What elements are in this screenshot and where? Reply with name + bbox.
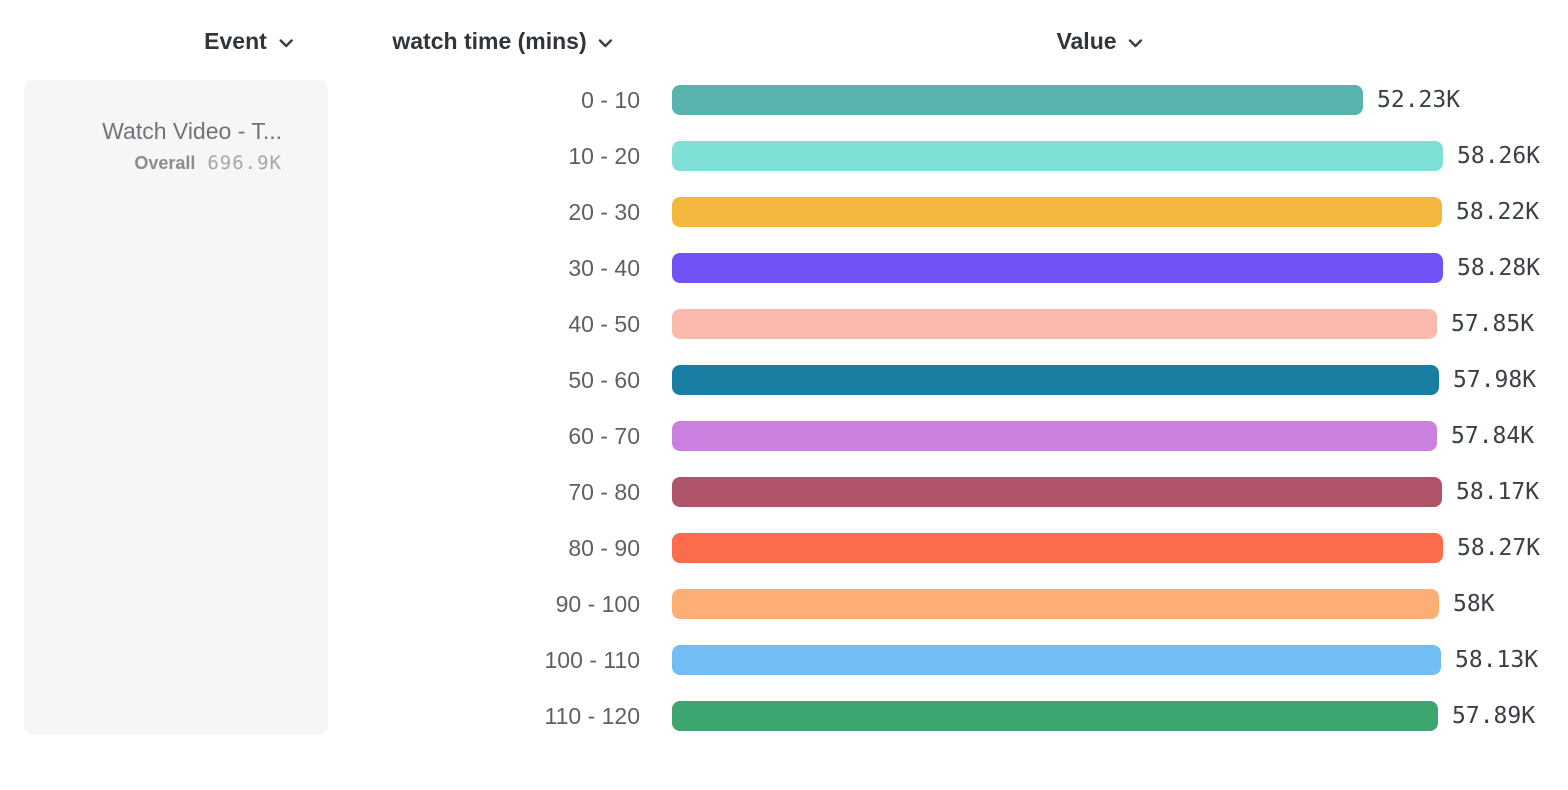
bar[interactable] (672, 645, 1441, 675)
bar-row: 10 - 20 58.26K (0, 128, 1568, 184)
column-header-watch-time-label: watch time (mins) (392, 28, 587, 54)
column-header-value-label: Value (1056, 28, 1117, 54)
bar[interactable] (672, 197, 1442, 227)
bar[interactable] (672, 141, 1443, 171)
column-header-watch-time[interactable]: watch time (mins) (392, 28, 613, 55)
value-label: 57.89K (1452, 703, 1536, 729)
column-header-value[interactable]: Value (1056, 28, 1143, 55)
chevron-down-icon (598, 38, 613, 47)
value-label: 58.26K (1457, 143, 1541, 169)
value-label: 57.84K (1451, 423, 1535, 449)
bar-row: 30 - 40 58.28K (0, 240, 1568, 296)
bar[interactable] (672, 309, 1437, 339)
bar-row: 90 - 100 58K (0, 576, 1568, 632)
bar[interactable] (672, 421, 1437, 451)
bar-chart-rows: 0 - 10 52.23K 10 - 20 58.26K 20 - 30 58.… (0, 72, 1568, 744)
bar[interactable] (672, 253, 1443, 283)
column-header-event-label: Event (204, 28, 267, 54)
bar-chart: 0 - 10 52.23K 10 - 20 58.26K 20 - 30 58.… (0, 72, 1568, 744)
category-label: 20 - 30 (568, 198, 640, 225)
category-label: 40 - 50 (568, 310, 640, 337)
value-label: 58.27K (1457, 535, 1541, 561)
category-label: 90 - 100 (555, 590, 640, 617)
category-label: 110 - 120 (544, 702, 640, 729)
bar[interactable] (672, 589, 1439, 619)
bar-row: 0 - 10 52.23K (0, 72, 1568, 128)
value-label: 58.17K (1456, 479, 1540, 505)
bar-row: 100 - 110 58.13K (0, 632, 1568, 688)
value-label: 57.98K (1453, 367, 1537, 393)
bar[interactable] (672, 533, 1443, 563)
bar-row: 60 - 70 57.84K (0, 408, 1568, 464)
bar-row: 20 - 30 58.22K (0, 184, 1568, 240)
event-overall-row: Overall 696.9K (44, 152, 282, 174)
bar-row: 50 - 60 57.98K (0, 352, 1568, 408)
overall-value: 696.9K (207, 152, 282, 174)
category-label: 80 - 90 (568, 534, 640, 561)
category-label: 10 - 20 (568, 142, 640, 169)
category-label: 70 - 80 (568, 478, 640, 505)
bar[interactable] (672, 365, 1439, 395)
event-title: Watch Video - T... (102, 118, 282, 144)
bar-row: 80 - 90 58.27K (0, 520, 1568, 576)
chevron-down-icon (279, 38, 293, 47)
chevron-down-icon (1128, 38, 1143, 47)
bar-row: 70 - 80 58.17K (0, 464, 1568, 520)
bar-row: 40 - 50 57.85K (0, 296, 1568, 352)
bar-row: 110 - 120 57.89K (0, 688, 1568, 744)
bar[interactable] (672, 701, 1438, 731)
bar[interactable] (672, 477, 1442, 507)
value-label: 52.23K (1377, 87, 1461, 113)
bar[interactable] (672, 85, 1363, 115)
event-legend-card[interactable]: Watch Video - T... Overall 696.9K (24, 80, 328, 735)
category-label: 30 - 40 (568, 254, 640, 281)
column-header-event[interactable]: Event (204, 28, 294, 55)
value-label: 58.28K (1457, 255, 1541, 281)
category-label: 50 - 60 (568, 366, 640, 393)
category-label: 100 - 110 (544, 646, 640, 673)
overall-label: Overall (134, 153, 196, 173)
category-label: 60 - 70 (568, 422, 640, 449)
value-label: 58K (1453, 591, 1495, 617)
value-label: 58.13K (1455, 647, 1539, 673)
value-label: 57.85K (1451, 311, 1535, 337)
category-label: 0 - 10 (581, 86, 640, 113)
value-label: 58.22K (1456, 199, 1540, 225)
